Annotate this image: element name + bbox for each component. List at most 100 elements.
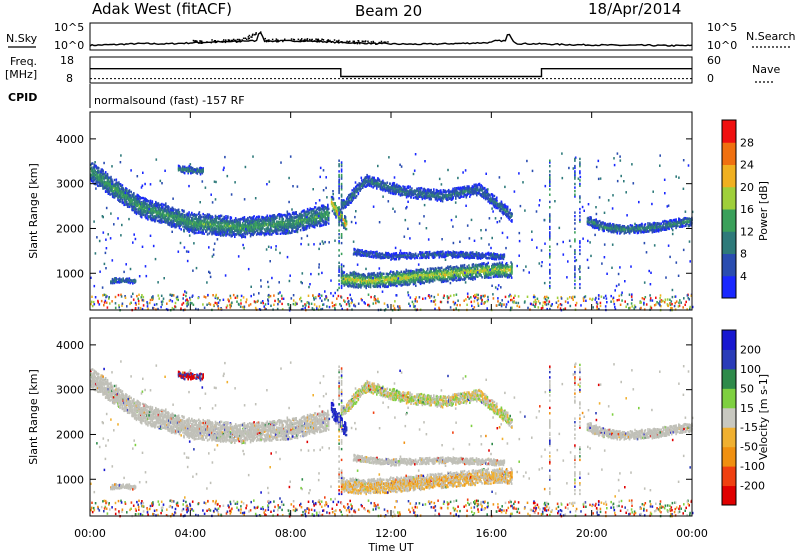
power-cell: [163, 207, 166, 211]
power-cell: [323, 222, 326, 225]
power-cell: [97, 167, 100, 170]
power-cell: [165, 219, 168, 223]
power-cell: [315, 213, 318, 216]
power-cell: [121, 201, 124, 205]
power-cell: [405, 193, 408, 196]
power-cell: [478, 189, 481, 192]
power-cell: [318, 212, 320, 216]
power-cell: [166, 205, 168, 208]
power-cell: [397, 188, 399, 191]
power-cell: [251, 229, 254, 232]
power-cell: [216, 230, 218, 233]
power-cell: [390, 191, 392, 195]
power-cell: [322, 207, 325, 210]
power-cell: [122, 190, 125, 194]
power-cell: [132, 198, 134, 201]
power-cell: [467, 190, 469, 193]
power-cell: [359, 280, 361, 284]
power-cell: [356, 274, 359, 278]
power-cell: [149, 217, 152, 221]
power-cell: [173, 218, 175, 221]
power-cell: [471, 190, 474, 193]
power-cell: [372, 284, 374, 288]
power-cell: [340, 275, 343, 278]
power-cell: [508, 218, 511, 221]
power-cell: [123, 203, 125, 207]
power-cell: [265, 215, 268, 219]
power-cell: [325, 222, 327, 225]
power-cell: [394, 273, 396, 277]
power-heatmap: [90, 152, 694, 312]
power-cell: [306, 210, 309, 213]
power-cell: [391, 278, 394, 281]
power-cell: [354, 275, 356, 278]
power-cell: [104, 183, 106, 186]
power-cell: [219, 220, 222, 223]
power-cell: [110, 175, 112, 179]
power-cell: [114, 187, 117, 191]
power-cell: [247, 224, 249, 227]
power-cell: [409, 272, 411, 275]
power-cell: [303, 218, 305, 221]
noise-point: [357, 40, 359, 42]
power-cell: [218, 229, 220, 232]
power-cell: [129, 198, 132, 201]
noise-point: [302, 40, 305, 43]
power-cell: [493, 200, 496, 204]
power-cell: [151, 200, 154, 203]
power-cell: [176, 218, 179, 221]
power-cell: [397, 280, 400, 283]
power-cell: [144, 215, 146, 218]
power-cell: [176, 223, 179, 226]
power-cell: [395, 279, 397, 282]
power-cell: [270, 228, 273, 231]
power-cell: [100, 180, 103, 184]
power-cell: [243, 225, 246, 229]
power-cell: [200, 215, 203, 219]
power-cell: [290, 222, 292, 226]
power-cell: [490, 197, 492, 200]
power-cell: [102, 181, 104, 184]
power-cell: [173, 223, 175, 226]
power-cell: [388, 191, 390, 194]
power-cell: [263, 234, 266, 237]
power-cell: [162, 215, 164, 218]
power-cell: [316, 211, 319, 214]
power-cell: [156, 219, 159, 223]
power-cell: [124, 197, 126, 201]
power-cell: [415, 195, 418, 198]
power-cell: [126, 203, 128, 206]
power-cell: [295, 212, 297, 215]
power-cell: [353, 280, 355, 283]
power-cell: [404, 272, 406, 275]
power-cell: [270, 217, 272, 220]
power-cell: [288, 219, 290, 222]
power-cell: [190, 222, 192, 225]
power-cell: [308, 224, 311, 227]
power-cell: [187, 228, 189, 231]
power-cell: [198, 227, 200, 231]
power-cell: [388, 282, 390, 286]
power-cell: [368, 275, 371, 278]
power-cell: [327, 210, 329, 213]
power-cell: [419, 188, 422, 192]
power-cell: [401, 188, 403, 192]
power-cell: [219, 221, 222, 225]
power-cell: [226, 229, 228, 232]
power-cell: [293, 223, 296, 227]
power-cell: [97, 173, 99, 177]
power-cell: [92, 175, 95, 178]
power-cell: [255, 225, 257, 228]
power-cell: [221, 217, 224, 221]
power-cell: [119, 200, 122, 203]
power-cell: [204, 224, 206, 227]
freq-label-line1: Freq.: [10, 55, 37, 68]
power-cell: [505, 208, 508, 211]
power-cell: [405, 187, 408, 191]
power-cell: [253, 232, 255, 235]
power-cell: [368, 182, 371, 186]
power-cell: [375, 281, 377, 284]
power-cell: [389, 281, 391, 284]
power-cell: [413, 270, 416, 273]
power-cell: [103, 174, 105, 177]
